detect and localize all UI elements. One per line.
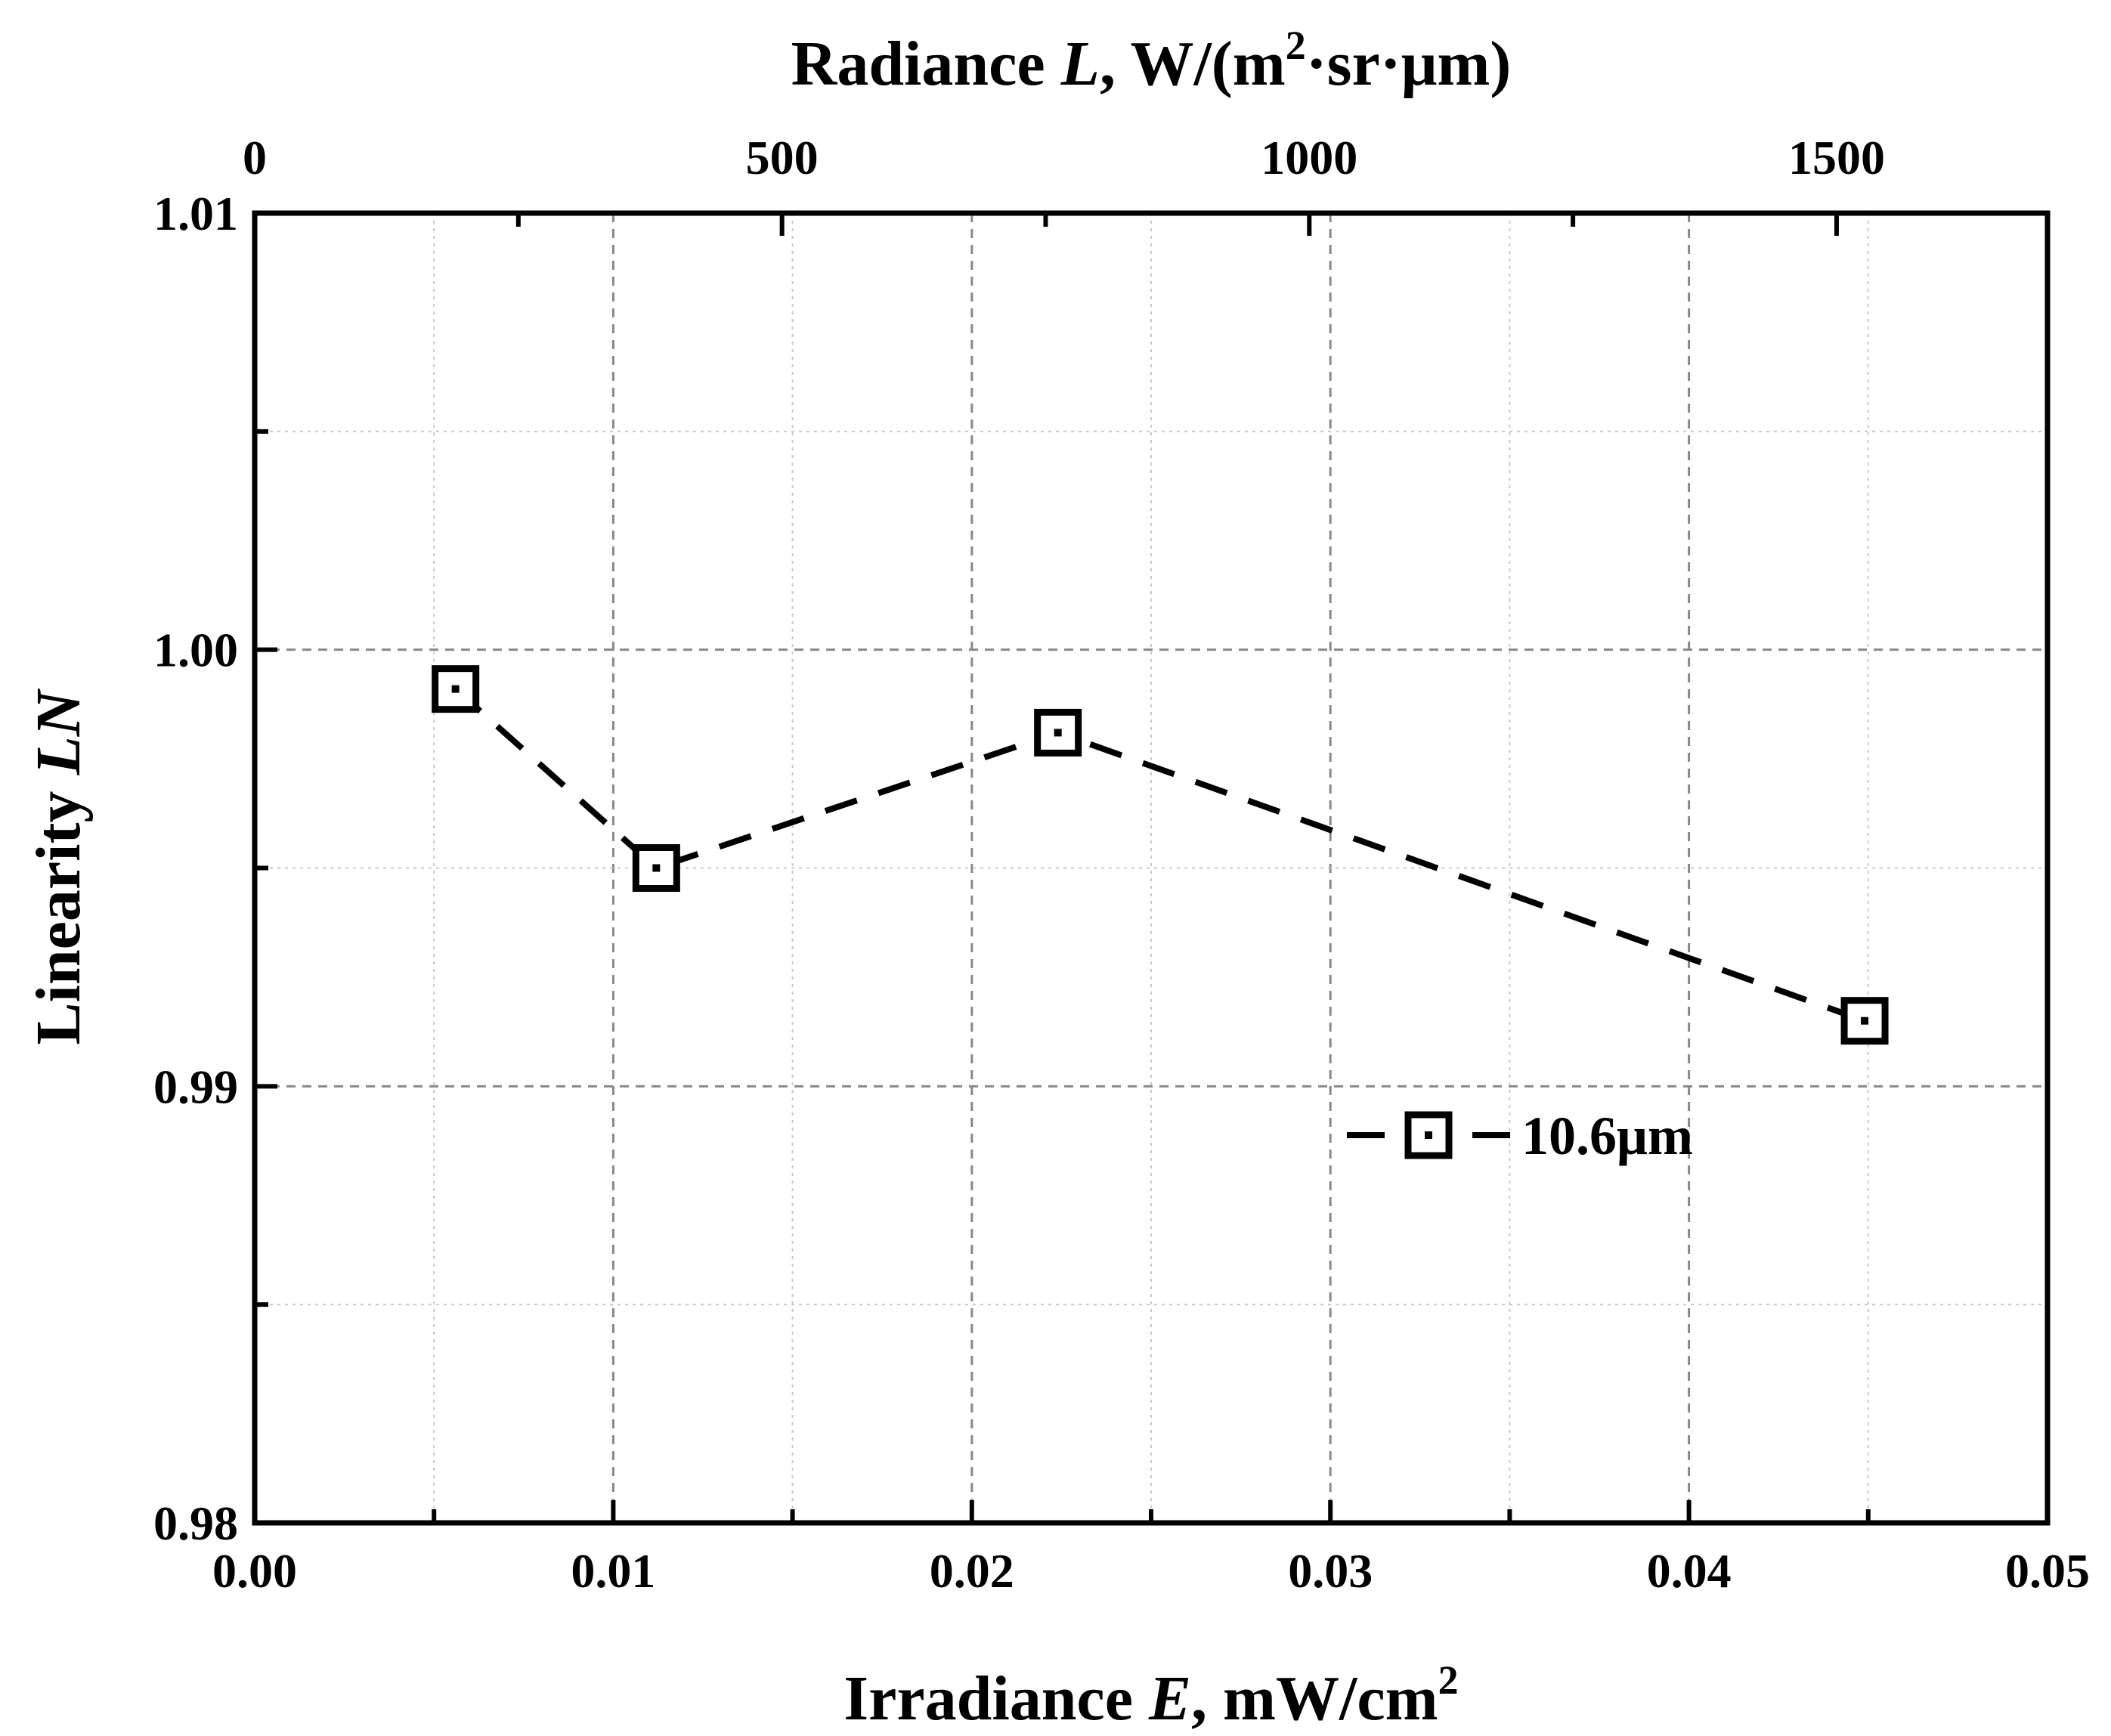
data-point-0 (432, 665, 480, 713)
data-point-dot-3 (1861, 1017, 1869, 1025)
grid (255, 213, 2048, 1523)
x-tick-label-0: 0.00 (212, 1544, 297, 1598)
series-line-0 (453, 686, 1866, 1024)
top-x-tick-label-0: 0 (243, 131, 267, 184)
data-point-dot-2 (1054, 729, 1062, 737)
y-tick-label-2: 1.00 (153, 624, 238, 677)
top-x-tick-label-1: 500 (746, 131, 819, 184)
x-tick-label-2: 0.02 (930, 1544, 1014, 1598)
data-point-dot-1 (652, 864, 661, 872)
series-10-6um (432, 665, 1889, 1045)
legend-marker-dot (1425, 1131, 1432, 1139)
x-tick-label-5: 0.05 (2005, 1544, 2090, 1598)
top-x-tick-label-2: 1000 (1261, 131, 1357, 184)
x-tick-label-4: 0.04 (1647, 1544, 1732, 1598)
top-x-axis-title: Radiance L, W/(m2·sr·μm) (791, 23, 1512, 99)
y-tick-label-1: 0.99 (153, 1060, 238, 1113)
axis-ticks (252, 211, 2050, 1525)
y-tick-label-0: 0.98 (153, 1496, 238, 1550)
y-tick-label-3: 1.01 (153, 187, 238, 240)
legend-label: 10.6μm (1521, 1106, 1693, 1166)
data-point-dot-0 (451, 685, 460, 693)
y-axis-title: Linearity LN (23, 688, 94, 1044)
legend: 10.6μm (1347, 1106, 1693, 1166)
x-tick-label-1: 0.01 (571, 1544, 655, 1598)
x-tick-label-3: 0.03 (1288, 1544, 1373, 1598)
tick-labels: 0.00 0.01 0.02 0.03 0.04 0.05 0.98 0.99 1.00 1.01… (153, 131, 2090, 1598)
top-x-tick-label-3: 1500 (1788, 131, 1885, 184)
x-axis-title: Irradiance E, mW/cm2 (843, 1657, 1458, 1734)
